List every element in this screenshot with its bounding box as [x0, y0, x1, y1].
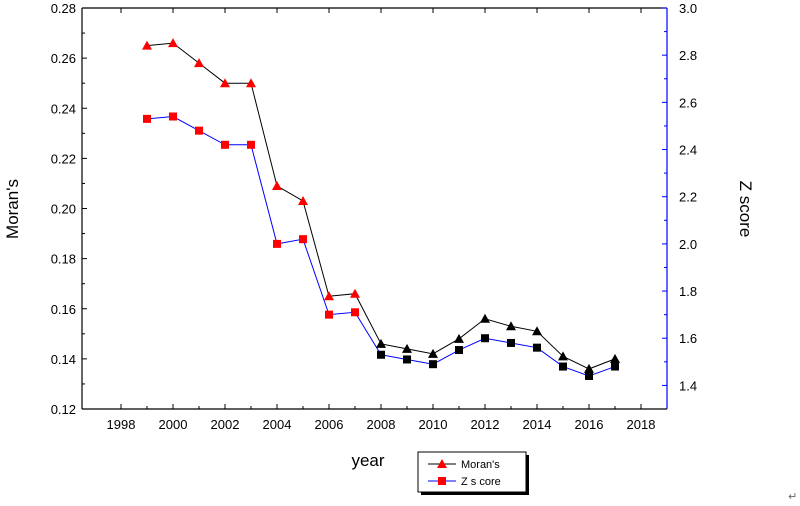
legend-shadow-bottom: [421, 492, 529, 495]
point-morans: [610, 353, 620, 363]
point-morans: [298, 195, 308, 205]
y2-axis-title: Z score: [736, 181, 755, 238]
point-morans: [324, 291, 334, 301]
point-zscore: [403, 355, 411, 364]
y-tick-label: 0.16: [51, 302, 76, 317]
point-zscore: [611, 362, 619, 371]
y-tick-label: 0.28: [51, 1, 76, 16]
point-morans: [246, 78, 256, 88]
legend-marker-zscore: [438, 477, 446, 485]
plot-area: [142, 38, 620, 380]
point-zscore: [195, 126, 203, 135]
x-axis-title: year: [351, 451, 384, 470]
point-zscore: [221, 140, 229, 149]
y2-tick-label: 2.6: [679, 95, 697, 110]
y2-tick-label: 1.4: [679, 378, 697, 393]
point-zscore: [351, 308, 359, 317]
x-tick-label: 2008: [367, 417, 396, 432]
point-zscore: [585, 371, 593, 380]
axes: 1998 2000 2002 2004 2006 2008 2010 2012 2014 2016…: [51, 1, 697, 432]
point-morans: [168, 38, 178, 48]
x-tick-label: 2002: [211, 417, 240, 432]
x-tick-label: 2010: [419, 417, 448, 432]
point-zscore: [377, 350, 385, 359]
point-morans: [142, 40, 152, 50]
y2-tick-label: 3.0: [679, 1, 697, 16]
y2-tick-label: 1.6: [679, 331, 697, 346]
point-zscore: [507, 338, 515, 347]
y-tick-label: 0.20: [51, 202, 76, 217]
y2-tick-label: 2.2: [679, 190, 697, 205]
y2-tick-label: 2.8: [679, 48, 697, 63]
x-tick-label: 2016: [575, 417, 604, 432]
point-zscore: [455, 346, 463, 355]
x-tick-label: 2012: [471, 417, 500, 432]
y-axis-title: Moran's: [3, 179, 22, 239]
x-tick-label: 2018: [627, 417, 656, 432]
point-zscore: [533, 343, 541, 352]
point-zscore: [481, 334, 489, 343]
point-morans: [220, 78, 230, 88]
point-morans: [376, 338, 386, 348]
point-morans: [350, 288, 360, 298]
y-tick-label: 0.12: [51, 402, 76, 417]
y-tick-label: 0.18: [51, 252, 76, 267]
y-tick-label: 0.26: [51, 51, 76, 66]
point-zscore: [143, 114, 151, 123]
point-zscore: [273, 239, 281, 248]
legend: Moran's Z s core: [417, 451, 529, 495]
point-zscore: [169, 112, 177, 121]
y2-tick-label: 2.4: [679, 143, 697, 158]
point-morans: [428, 348, 438, 358]
x-tick-label: 2014: [523, 417, 552, 432]
point-zscore: [299, 235, 307, 244]
legend-box: [417, 451, 527, 493]
point-morans: [506, 321, 516, 331]
x-tick-label: 2000: [159, 417, 188, 432]
point-morans: [532, 326, 542, 336]
point-morans: [558, 351, 568, 361]
y-tick-label: 0.24: [51, 101, 76, 116]
x-tick-label: 1998: [107, 417, 136, 432]
y-tick-label: 0.14: [51, 352, 76, 367]
point-morans: [584, 363, 594, 373]
y-tick-label: 0.22: [51, 151, 76, 166]
point-zscore: [247, 140, 255, 149]
series-line-morans: [146, 42, 616, 370]
y2-tick-label: 1.8: [679, 284, 697, 299]
legend-marker-morans: [437, 459, 447, 468]
point-morans: [480, 313, 490, 323]
y2-tick-label: 2.0: [679, 237, 697, 252]
point-zscore: [559, 362, 567, 371]
point-zscore: [429, 360, 437, 369]
legend-label-zscore: Z s core: [461, 476, 501, 488]
point-morans: [272, 180, 282, 190]
point-morans: [194, 58, 204, 68]
x-tick-label: 2006: [315, 417, 344, 432]
legend-label-morans: Moran's: [461, 459, 500, 471]
series-line-zscore: [146, 115, 616, 377]
x-tick-label: 2004: [263, 417, 292, 432]
point-morans: [402, 343, 412, 353]
paragraph-mark: ↵: [788, 491, 797, 503]
legend-shadow: [526, 455, 529, 495]
point-zscore: [325, 310, 333, 319]
point-morans: [454, 333, 464, 343]
